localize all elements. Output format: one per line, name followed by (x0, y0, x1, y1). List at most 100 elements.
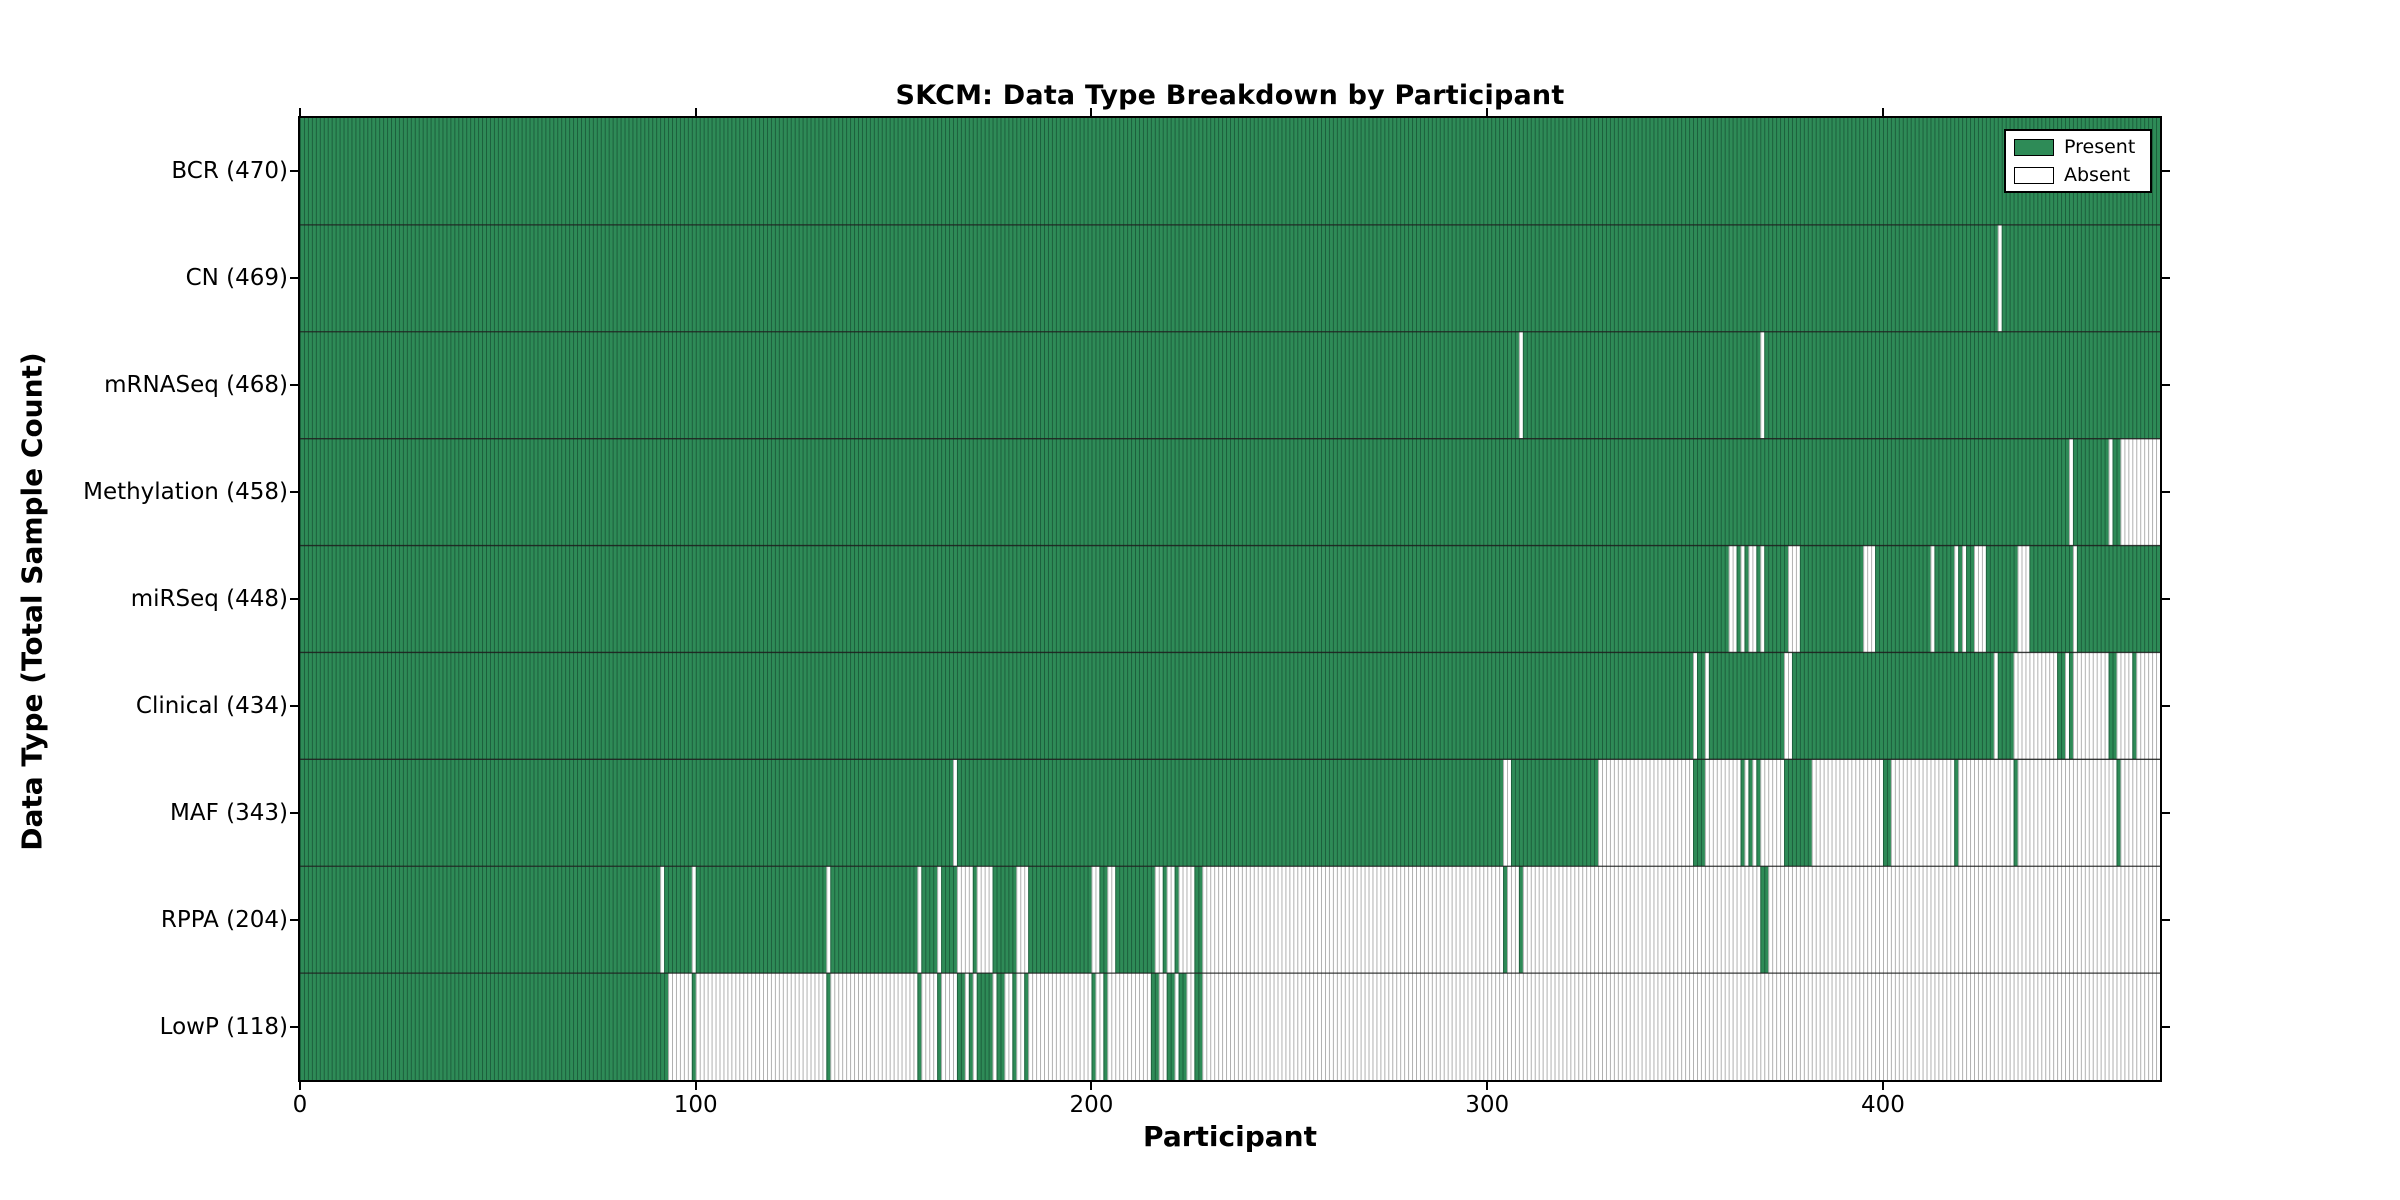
absent-block-miRSeq (2017, 545, 2030, 653)
absent-block-Clinical (1993, 652, 1998, 760)
y-tick-mark-right (2162, 491, 2170, 494)
y-tick-mark-right (2162, 170, 2170, 173)
x-tick-label: 100 (673, 1092, 718, 1118)
absent-block-Clinical (2136, 652, 2160, 760)
absent-block-LowP (941, 973, 957, 1080)
absent-block-LowP (830, 973, 918, 1080)
legend-label-present: Present (2064, 136, 2136, 158)
y-tick-label-LowP: LowP (118) (159, 1013, 288, 1040)
absent-block-LowP (992, 973, 997, 1080)
absent-block-RPPA (1178, 866, 1195, 974)
y-tick-mark-right (2162, 1025, 2170, 1028)
legend-entry-present: Present (2014, 137, 2142, 157)
chart-title: SKCM: Data Type Breakdown by Participant (895, 80, 1565, 111)
absent-block-CN (1997, 224, 2002, 332)
row-CN (300, 224, 2160, 332)
heatmap-canvas (300, 118, 2160, 1080)
absent-swatch-icon (2014, 166, 2054, 184)
absent-block-Methylation (2068, 438, 2073, 546)
absent-block-RPPA (1154, 866, 1163, 974)
absent-block-LowP (1186, 973, 1195, 1080)
absent-block-LowP (921, 973, 938, 1080)
y-tick-mark-left (290, 491, 298, 494)
legend: Present Absent (2004, 129, 2152, 193)
y-tick-mark-right (2162, 811, 2170, 814)
x-tick-mark (1090, 1082, 1093, 1090)
x-tick-mark-top (694, 108, 697, 116)
absent-block-MAF (1760, 759, 1785, 867)
absent-block-RPPA (1507, 866, 1519, 974)
y-tick-mark-left (290, 170, 298, 173)
absent-block-miRSeq (2072, 545, 2077, 653)
absent-block-miRSeq (1954, 545, 1959, 653)
legend-label-absent: Absent (2064, 164, 2131, 186)
y-tick-mark-right (2162, 277, 2170, 280)
absent-block-RPPA (1107, 866, 1116, 974)
absent-block-MAF (2017, 759, 2117, 867)
absent-block-LowP (1174, 973, 1179, 1080)
y-tick-mark-left (290, 704, 298, 707)
y-tick-mark-left (290, 1025, 298, 1028)
absent-block-RPPA (956, 866, 973, 974)
absent-block-miRSeq (1974, 545, 1986, 653)
absent-block-RPPA (1091, 866, 1100, 974)
y-tick-mark-left (290, 598, 298, 600)
absent-block-Methylation (2108, 438, 2113, 546)
absent-block-Methylation (2120, 438, 2160, 546)
absent-block-MAF (1752, 759, 1757, 867)
row-Clinical (300, 652, 2160, 760)
y-tick-mark-left (290, 918, 298, 921)
absent-block-MAF (1811, 759, 1883, 867)
absent-block-LowP (964, 973, 969, 1080)
y-tick-label-CN: CN (469) (185, 265, 288, 292)
y-tick-mark-left (290, 384, 298, 387)
x-tick-label: 200 (1069, 1092, 1114, 1118)
y-tick-label-Clinical: Clinical (434) (135, 692, 288, 719)
y-tick-label-miRSeq: miRSeq (448) (130, 586, 288, 612)
absent-block-MAF (1958, 759, 2014, 867)
absent-block-LowP (1095, 973, 1104, 1080)
absent-block-miRSeq (1863, 545, 1876, 653)
legend-entry-absent: Absent (2014, 165, 2142, 185)
absent-block-MAF (1598, 759, 1694, 867)
x-tick-mark (694, 1082, 697, 1090)
absent-block-miRSeq (1788, 545, 1800, 653)
absent-block-LowP (1202, 973, 2160, 1080)
x-tick-mark-top (1090, 108, 1093, 116)
absent-block-RPPA (660, 866, 665, 974)
absent-block-Clinical (2116, 652, 2133, 760)
y-tick-mark-right (2162, 704, 2170, 707)
absent-block-MAF (1744, 759, 1749, 867)
absent-block-RPPA (1166, 866, 1175, 974)
absent-block-MAF (2120, 759, 2160, 867)
row-BCR (300, 118, 2160, 225)
x-tick-mark (299, 1082, 301, 1090)
x-tick-mark (1881, 1082, 1884, 1090)
y-tick-label-RPPA: RPPA (204) (160, 906, 288, 933)
absent-block-MAF (1890, 759, 1955, 867)
absent-block-RPPA (1522, 866, 1761, 974)
x-tick-label: 400 (1861, 1092, 1905, 1118)
absent-block-miRSeq (1962, 545, 1967, 653)
x-tick-mark-top (1486, 108, 1489, 116)
absent-block-Clinical (2065, 652, 2069, 760)
x-tick-label: 300 (1465, 1092, 1510, 1118)
row-mRNASeq (300, 331, 2160, 439)
absent-block-RPPA (826, 866, 831, 974)
absent-block-LowP (1004, 973, 1013, 1080)
present-swatch-icon (2014, 138, 2054, 156)
x-axis-label: Participant (1143, 1120, 1317, 1153)
absent-block-RPPA (917, 866, 922, 974)
y-tick-label-BCR: BCR (470) (171, 158, 288, 185)
y-tick-label-Methylation: Methylation (458) (83, 479, 288, 506)
absent-block-RPPA (1202, 866, 1504, 974)
row-miRSeq (300, 545, 2160, 653)
absent-block-RPPA (1016, 866, 1029, 974)
absent-block-mRNASeq (1760, 331, 1765, 439)
row-Methylation (300, 438, 2160, 546)
y-tick-mark-left (290, 277, 298, 280)
absent-block-LowP (695, 973, 827, 1080)
absent-block-LowP (668, 973, 692, 1080)
absent-block-LowP (972, 973, 977, 1080)
